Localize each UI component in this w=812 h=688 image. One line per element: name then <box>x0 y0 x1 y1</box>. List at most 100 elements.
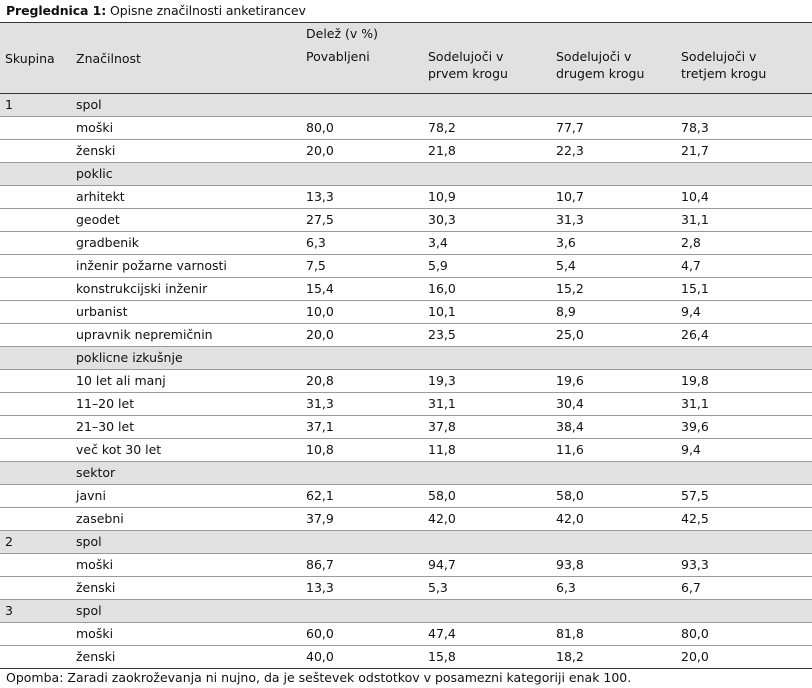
value-cell: 6,3 <box>301 231 423 255</box>
category-row: poklicne izkušnje <box>0 346 812 370</box>
value-cell: 8,9 <box>551 300 676 324</box>
category-label: poklicne izkušnje <box>71 346 301 370</box>
characteristic-label: konstrukcijski inženir <box>71 277 301 301</box>
characteristic-label: ženski <box>71 139 301 163</box>
value-cell: 7,5 <box>301 254 423 278</box>
characteristic-label: zasebni <box>71 507 301 531</box>
value-cell <box>301 346 423 370</box>
table-row: upravnik nepremičnin 20,0 23,5 25,0 26,4 <box>0 323 812 347</box>
table-row: ženski 13,3 5,3 6,3 6,7 <box>0 576 812 600</box>
value-cell: 37,8 <box>423 415 551 439</box>
value-cell: 18,2 <box>551 645 676 669</box>
category-label: sektor <box>71 461 301 485</box>
table-caption: Preglednica 1: Opisne značilnosti anketi… <box>6 3 306 18</box>
value-cell <box>423 599 551 623</box>
value-cell: 60,0 <box>301 622 423 646</box>
characteristic-label: moški <box>71 622 301 646</box>
value-cell: 20,0 <box>301 323 423 347</box>
caption-text: Opisne značilnosti anketirancev <box>106 3 306 18</box>
category-row: sektor <box>0 461 812 485</box>
header-col-prvi-krog: Sodelujoči v prvem krogu <box>423 44 551 94</box>
group-cell <box>0 645 71 669</box>
value-cell: 31,1 <box>423 392 551 416</box>
value-cell: 21,8 <box>423 139 551 163</box>
group-cell <box>0 116 71 140</box>
value-cell: 11,8 <box>423 438 551 462</box>
table-row: 10 let ali manj 20,8 19,3 19,6 19,8 <box>0 369 812 393</box>
value-cell: 93,3 <box>676 553 812 577</box>
group-cell <box>0 438 71 462</box>
characteristic-label: 10 let ali manj <box>71 369 301 393</box>
group-cell <box>0 369 71 393</box>
value-cell: 47,4 <box>423 622 551 646</box>
category-row: 3 spol <box>0 599 812 623</box>
group-cell <box>0 208 71 232</box>
characteristic-label: ženski <box>71 645 301 669</box>
table-row: ženski 20,0 21,8 22,3 21,7 <box>0 139 812 163</box>
value-cell: 10,8 <box>301 438 423 462</box>
value-cell: 15,2 <box>551 277 676 301</box>
header-skupina: Skupina <box>0 22 71 94</box>
value-cell: 93,8 <box>551 553 676 577</box>
value-cell: 94,7 <box>423 553 551 577</box>
category-label: poklic <box>71 162 301 186</box>
characteristic-label: javni <box>71 484 301 508</box>
table-note: Opomba: Zaradi zaokroževanja ni nujno, d… <box>6 670 632 685</box>
value-cell: 20,0 <box>301 139 423 163</box>
value-cell: 15,1 <box>676 277 812 301</box>
value-cell <box>676 93 812 117</box>
characteristic-label: geodet <box>71 208 301 232</box>
value-cell: 21,7 <box>676 139 812 163</box>
group-cell: 1 <box>0 93 71 117</box>
group-cell: 3 <box>0 599 71 623</box>
table-row: urbanist 10,0 10,1 8,9 9,4 <box>0 300 812 324</box>
value-cell: 86,7 <box>301 553 423 577</box>
value-cell: 11,6 <box>551 438 676 462</box>
table-row: konstrukcijski inženir 15,4 16,0 15,2 15,1 <box>0 277 812 301</box>
value-cell: 5,4 <box>551 254 676 278</box>
value-cell <box>551 162 676 186</box>
value-cell: 10,9 <box>423 185 551 209</box>
value-cell <box>301 162 423 186</box>
characteristic-label: moški <box>71 553 301 577</box>
group-cell: 2 <box>0 530 71 554</box>
table-row: inženir požarne varnosti 7,5 5,9 5,4 4,7 <box>0 254 812 278</box>
value-cell: 42,0 <box>551 507 676 531</box>
value-cell: 5,9 <box>423 254 551 278</box>
group-cell <box>0 323 71 347</box>
group-cell <box>0 507 71 531</box>
value-cell: 31,1 <box>676 392 812 416</box>
value-cell: 20,8 <box>301 369 423 393</box>
characteristic-label: upravnik nepremičnin <box>71 323 301 347</box>
value-cell: 19,3 <box>423 369 551 393</box>
value-cell <box>551 530 676 554</box>
value-cell <box>423 93 551 117</box>
group-cell <box>0 484 71 508</box>
table-row: moški 80,0 78,2 77,7 78,3 <box>0 116 812 140</box>
header-col-povabljeni: Povabljeni <box>301 44 423 94</box>
value-cell: 42,0 <box>423 507 551 531</box>
characteristic-label: inženir požarne varnosti <box>71 254 301 278</box>
value-cell: 62,1 <box>301 484 423 508</box>
group-cell <box>0 392 71 416</box>
value-cell: 31,1 <box>676 208 812 232</box>
value-cell: 58,0 <box>551 484 676 508</box>
characteristic-label: gradbenik <box>71 231 301 255</box>
caption-label: Preglednica 1: <box>6 3 107 18</box>
group-cell <box>0 622 71 646</box>
table-row: več kot 30 let 10,8 11,8 11,6 9,4 <box>0 438 812 462</box>
group-cell <box>0 139 71 163</box>
characteristic-label: 21–30 let <box>71 415 301 439</box>
value-cell: 3,4 <box>423 231 551 255</box>
group-cell <box>0 553 71 577</box>
value-cell: 40,0 <box>301 645 423 669</box>
value-cell: 58,0 <box>423 484 551 508</box>
value-cell: 37,1 <box>301 415 423 439</box>
group-cell <box>0 185 71 209</box>
value-cell: 9,4 <box>676 438 812 462</box>
characteristic-label: urbanist <box>71 300 301 324</box>
value-cell <box>423 346 551 370</box>
value-cell: 57,5 <box>676 484 812 508</box>
value-cell: 80,0 <box>301 116 423 140</box>
